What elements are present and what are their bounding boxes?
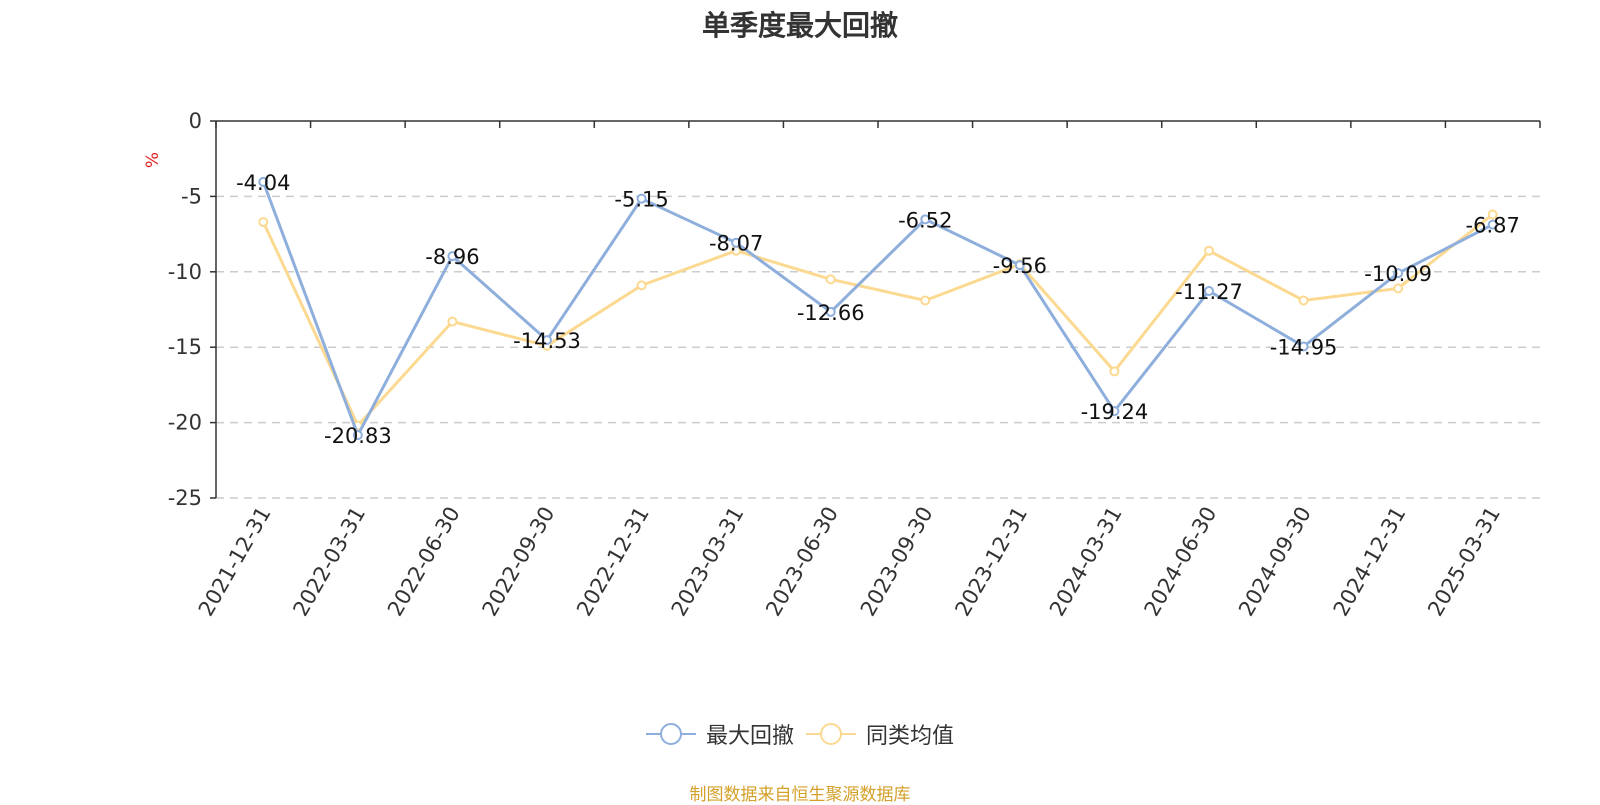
data-label: -8.96 bbox=[425, 245, 479, 269]
y-tick-label: 0 bbox=[189, 109, 202, 133]
data-point-1 bbox=[636, 280, 647, 291]
data-label: -8.07 bbox=[709, 232, 763, 256]
x-tick-label: 2025-03-31 bbox=[1423, 503, 1505, 621]
y-tick-label: -15 bbox=[168, 335, 202, 359]
data-point-0 bbox=[258, 176, 269, 187]
x-tick-label: 2022-06-30 bbox=[383, 503, 465, 621]
data-point-0 bbox=[1487, 219, 1498, 230]
data-point-0 bbox=[352, 430, 363, 441]
data-point-0 bbox=[1393, 268, 1404, 279]
x-tick-label: 2024-09-30 bbox=[1234, 503, 1316, 621]
data-label: -19.24 bbox=[1081, 400, 1149, 424]
data-point-0 bbox=[731, 237, 742, 248]
data-point-1 bbox=[447, 316, 458, 327]
x-tick-label: 2023-12-31 bbox=[950, 503, 1032, 621]
data-label: -11.27 bbox=[1175, 280, 1243, 304]
x-tick-label: 2024-03-31 bbox=[1045, 503, 1127, 621]
data-label: -6.87 bbox=[1466, 214, 1520, 238]
series-line-1 bbox=[261, 213, 1494, 428]
y-tick-label: -25 bbox=[168, 486, 202, 510]
data-label: -12.66 bbox=[797, 301, 865, 325]
y-tick-label: -5 bbox=[181, 184, 202, 208]
series-line-0 bbox=[261, 181, 1494, 437]
x-tick-label: 2022-12-31 bbox=[572, 503, 654, 621]
data-point-1 bbox=[920, 295, 931, 306]
data-label: -9.56 bbox=[993, 254, 1047, 278]
data-point-0 bbox=[636, 193, 647, 204]
data-point-0 bbox=[447, 251, 458, 262]
data-label: -5.15 bbox=[614, 188, 668, 212]
data-label: -4.04 bbox=[236, 171, 290, 195]
data-point-1 bbox=[1109, 366, 1120, 377]
legend-label: 最大回撤 bbox=[705, 724, 794, 749]
y-tick-label: -20 bbox=[168, 411, 202, 435]
data-point-0 bbox=[1204, 285, 1214, 296]
data-label: -10.09 bbox=[1364, 262, 1432, 286]
data-point-1 bbox=[825, 274, 836, 285]
x-tick-label: 2022-03-31 bbox=[288, 503, 370, 621]
x-tick-label: 2024-12-31 bbox=[1329, 503, 1411, 621]
source-note: 制图数据来自恒生聚源数据库 bbox=[689, 785, 911, 805]
x-tick-label: 2022-09-30 bbox=[478, 503, 560, 621]
legend-label: 同类均值 bbox=[866, 724, 955, 749]
x-tick-label: 2023-03-31 bbox=[667, 503, 749, 621]
y-tick-label: -10 bbox=[168, 260, 202, 284]
data-point-1 bbox=[1204, 245, 1214, 256]
x-tick-label: 2024-06-30 bbox=[1140, 503, 1222, 621]
legend-marker-icon bbox=[806, 723, 856, 745]
data-point-0 bbox=[1298, 341, 1309, 352]
data-point-1 bbox=[1487, 209, 1498, 220]
data-point-1 bbox=[1298, 295, 1309, 306]
data-point-0 bbox=[1109, 406, 1120, 417]
legend-item[interactable]: 同类均值 bbox=[806, 718, 954, 750]
data-label: -20.83 bbox=[324, 424, 392, 448]
chart-title: 单季度最大回撤 bbox=[701, 9, 898, 42]
data-point-0 bbox=[825, 306, 836, 317]
data-point-0 bbox=[542, 335, 552, 346]
data-point-1 bbox=[1393, 283, 1404, 294]
data-point-1 bbox=[258, 217, 269, 228]
data-label: -14.53 bbox=[513, 329, 581, 353]
data-label: -6.52 bbox=[898, 208, 952, 232]
legend-marker-icon bbox=[645, 723, 696, 745]
legend-item[interactable]: 最大回撤 bbox=[645, 718, 794, 750]
data-label: -14.95 bbox=[1270, 335, 1338, 359]
x-tick-label: 2021-12-31 bbox=[194, 503, 276, 621]
data-point-0 bbox=[1014, 260, 1025, 271]
y-axis-unit-label: % bbox=[143, 152, 163, 168]
x-tick-label: 2023-09-30 bbox=[856, 502, 938, 620]
legend: 最大回撤 同类均值 bbox=[0, 718, 1600, 752]
x-tick-label: 2023-06-30 bbox=[761, 503, 843, 621]
data-point-0 bbox=[920, 214, 931, 225]
